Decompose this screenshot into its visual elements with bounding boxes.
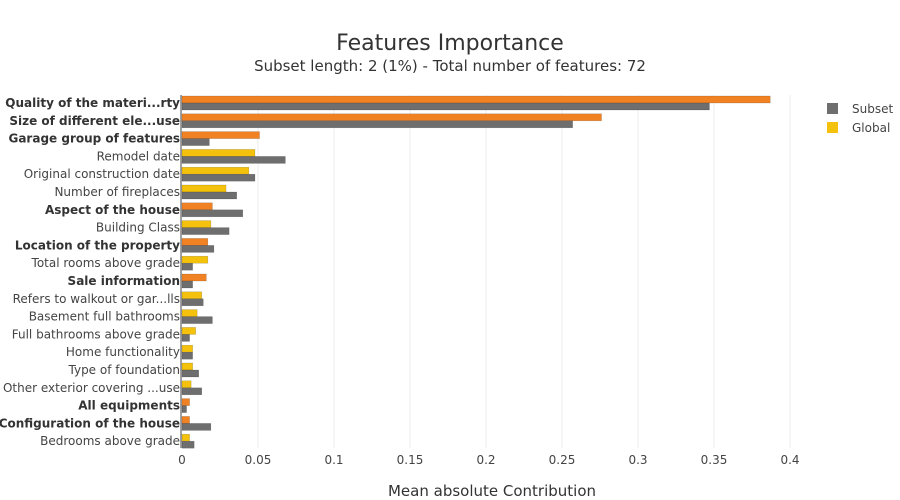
bar-subset[interactable] bbox=[181, 173, 256, 182]
category-label: Original construction date bbox=[24, 167, 180, 181]
bar-global[interactable] bbox=[181, 398, 190, 406]
bar-global[interactable] bbox=[181, 255, 209, 264]
chart-title: Features Importance bbox=[336, 31, 564, 56]
bar-subset[interactable] bbox=[181, 316, 213, 324]
bar-global[interactable] bbox=[181, 184, 227, 193]
bar-global[interactable] bbox=[181, 362, 193, 371]
bar-subset[interactable] bbox=[181, 138, 210, 146]
x-tick-label: 0.35 bbox=[701, 453, 728, 467]
category-label: Basement full bathrooms bbox=[29, 310, 180, 324]
bar-subset[interactable] bbox=[181, 156, 286, 164]
x-tick-label: 0.25 bbox=[549, 453, 576, 467]
bar-global[interactable] bbox=[181, 220, 212, 228]
category-label: Configuration of the house bbox=[0, 416, 180, 430]
category-label: All equipments bbox=[78, 399, 180, 413]
category-label: Full bathrooms above grade bbox=[12, 327, 180, 341]
x-tick-label: 0 bbox=[178, 453, 186, 467]
bar-subset[interactable] bbox=[181, 280, 193, 289]
bar-subset[interactable] bbox=[181, 120, 573, 129]
bar-subset[interactable] bbox=[181, 405, 187, 413]
bar-global[interactable] bbox=[181, 113, 602, 122]
category-label: Number of fireplaces bbox=[54, 185, 180, 199]
x-tick-label: 0.3 bbox=[628, 453, 647, 467]
category-label: Home functionality bbox=[66, 345, 180, 359]
category-label: Location of the property bbox=[15, 238, 180, 252]
category-label: Garage group of features bbox=[8, 132, 180, 146]
category-label: Size of different ele...use bbox=[9, 114, 180, 128]
bar-subset[interactable] bbox=[181, 191, 237, 200]
bar-global[interactable] bbox=[181, 416, 190, 424]
legend-swatch-global[interactable] bbox=[827, 122, 838, 133]
bar-subset[interactable] bbox=[181, 298, 204, 307]
bar-global[interactable] bbox=[181, 238, 209, 246]
legend: Subset Global bbox=[827, 102, 893, 135]
bar-global[interactable] bbox=[181, 166, 250, 175]
bar-global[interactable] bbox=[181, 327, 196, 335]
bar-subset[interactable] bbox=[181, 351, 193, 360]
category-label: Quality of the materi...rty bbox=[5, 96, 180, 110]
category-label: Other exterior covering ...use bbox=[3, 381, 180, 395]
bar-subset[interactable] bbox=[181, 262, 193, 271]
category-label: Aspect of the house bbox=[45, 203, 180, 217]
x-tick-label: 0.1 bbox=[324, 453, 343, 467]
bar-global[interactable] bbox=[181, 344, 193, 353]
bar-global[interactable] bbox=[181, 131, 260, 139]
legend-label-subset[interactable]: Subset bbox=[852, 102, 893, 116]
bar-global[interactable] bbox=[181, 433, 190, 442]
bar-global[interactable] bbox=[181, 291, 203, 300]
category-label: Building Class bbox=[96, 221, 180, 235]
bar-subset[interactable] bbox=[181, 423, 212, 431]
bar-global[interactable] bbox=[181, 202, 213, 211]
legend-swatch-subset[interactable] bbox=[827, 103, 838, 114]
category-label: Refers to walkout or gar...lls bbox=[13, 292, 180, 306]
x-tick-label: 0.4 bbox=[780, 453, 799, 467]
x-tick-label: 0.05 bbox=[245, 453, 272, 467]
bar-global[interactable] bbox=[181, 380, 192, 389]
bar-subset[interactable] bbox=[181, 440, 195, 449]
category-label: Bedrooms above grade bbox=[40, 434, 180, 448]
bar-subset[interactable] bbox=[181, 387, 203, 396]
bars bbox=[181, 95, 771, 449]
chart-subtitle: Subset length: 2 (1%) - Total number of … bbox=[254, 57, 646, 75]
bar-subset[interactable] bbox=[181, 209, 244, 218]
category-label: Sale information bbox=[68, 274, 180, 288]
bar-global[interactable] bbox=[181, 95, 771, 104]
x-tick-labels: 0 0.05 0.1 0.15 0.2 0.25 0.3 0.35 0.4 bbox=[178, 453, 799, 467]
bar-subset[interactable] bbox=[181, 227, 230, 235]
grid-lines bbox=[257, 95, 791, 448]
category-label: Total rooms above grade bbox=[31, 256, 180, 270]
category-label: Remodel date bbox=[97, 149, 180, 163]
bar-subset[interactable] bbox=[181, 102, 710, 111]
x-axis-label: Mean absolute Contribution bbox=[388, 482, 596, 500]
bar-global[interactable] bbox=[181, 273, 207, 282]
category-label: Type of foundation bbox=[68, 363, 181, 377]
bar-subset[interactable] bbox=[181, 245, 215, 253]
bar-subset[interactable] bbox=[181, 369, 199, 378]
bar-subset[interactable] bbox=[181, 334, 190, 342]
x-tick-label: 0.15 bbox=[397, 453, 424, 467]
x-tick-label: 0.2 bbox=[476, 453, 495, 467]
bar-global[interactable] bbox=[181, 309, 198, 317]
category-labels: Quality of the materi...rty Size of diffe… bbox=[0, 96, 180, 448]
legend-label-global[interactable]: Global bbox=[852, 121, 890, 135]
bar-global[interactable] bbox=[181, 149, 256, 157]
